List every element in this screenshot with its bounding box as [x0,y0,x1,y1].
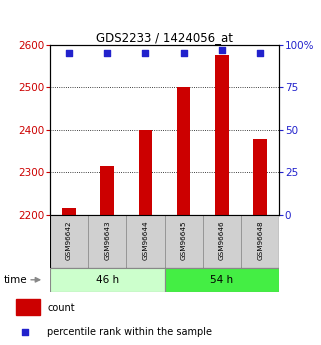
Text: GSM96644: GSM96644 [143,220,148,260]
Bar [139,130,152,215]
Point [66,51,72,56]
Bar [241,215,279,268]
Point [219,47,224,53]
Text: GSM96645: GSM96645 [181,220,187,260]
Bar [254,139,267,215]
Bar [126,215,164,268]
Text: 54 h: 54 h [210,275,233,285]
Bar [62,208,75,215]
Text: count: count [47,303,75,313]
Bar [203,215,241,268]
Text: time: time [3,275,27,285]
Point [23,329,28,335]
Text: GSM96648: GSM96648 [257,220,263,260]
Bar [16,299,40,315]
Title: GDS2233 / 1424056_at: GDS2233 / 1424056_at [96,31,233,44]
Bar [50,215,88,268]
Point [181,51,186,56]
Bar [88,215,126,268]
Text: 46 h: 46 h [96,275,119,285]
Bar [164,268,279,292]
Point [143,51,148,56]
Bar [215,56,229,215]
Text: GSM96642: GSM96642 [66,220,72,260]
Text: percentile rank within the sample: percentile rank within the sample [47,327,212,337]
Bar [177,87,190,215]
Text: GSM96643: GSM96643 [104,220,110,260]
Point [105,51,110,56]
Bar [50,268,164,292]
Point [257,51,263,56]
Text: GSM96646: GSM96646 [219,220,225,260]
Bar [100,166,114,215]
Bar [164,215,203,268]
